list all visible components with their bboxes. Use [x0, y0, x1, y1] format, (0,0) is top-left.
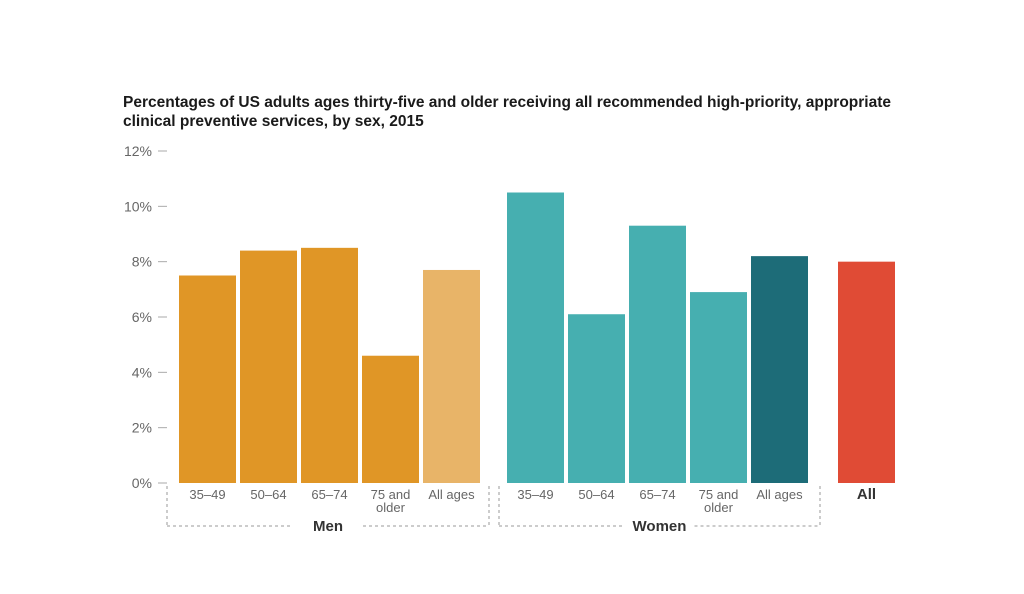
- bar: [179, 275, 236, 483]
- bar: [838, 261, 895, 483]
- category-label: 75 and: [371, 487, 411, 502]
- bar: [751, 256, 808, 483]
- category-label: 35–49: [517, 487, 553, 502]
- y-tick-label: 12%: [124, 143, 152, 159]
- y-tick-label: 10%: [124, 198, 152, 214]
- category-label: All ages: [428, 487, 475, 502]
- category-label: 50–64: [578, 487, 614, 502]
- bar: [629, 225, 686, 483]
- category-label: 50–64: [250, 487, 286, 502]
- bar: [507, 192, 564, 483]
- category-label: 75 and: [699, 487, 739, 502]
- bar: [301, 247, 358, 483]
- category-label: All: [857, 486, 876, 503]
- category-label: All ages: [756, 487, 803, 502]
- group-label: Men: [313, 518, 343, 535]
- bar: [423, 269, 480, 483]
- category-label: 35–49: [189, 487, 225, 502]
- y-tick-label: 8%: [132, 254, 152, 270]
- category-label: older: [376, 500, 406, 515]
- category-label: older: [704, 500, 734, 515]
- y-tick-label: 0%: [132, 475, 152, 491]
- y-tick-label: 6%: [132, 309, 152, 325]
- category-label: 65–74: [639, 487, 675, 502]
- bar: [568, 314, 625, 483]
- bar: [240, 250, 297, 483]
- category-label: 65–74: [311, 487, 347, 502]
- y-tick-label: 4%: [132, 364, 152, 380]
- bar: [690, 292, 747, 483]
- chart-title: Percentages of US adults ages thirty-fiv…: [123, 94, 892, 130]
- y-tick-label: 2%: [132, 420, 152, 436]
- bar: [362, 355, 419, 483]
- group-label: Women: [633, 518, 687, 535]
